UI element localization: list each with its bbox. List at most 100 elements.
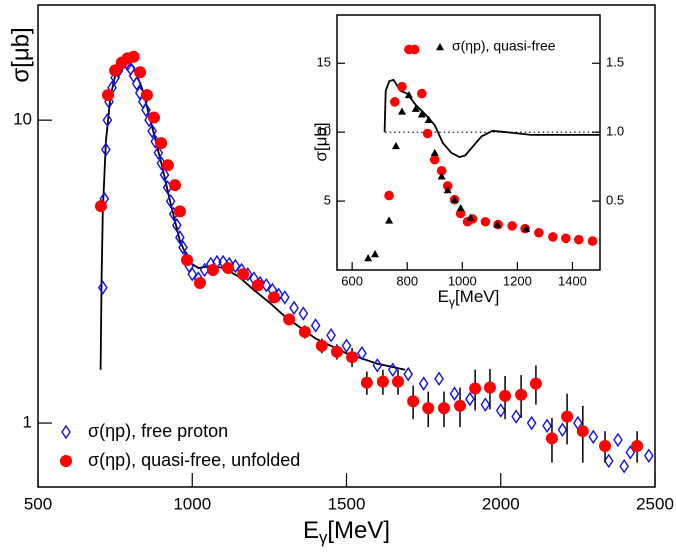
data-point (140, 89, 153, 102)
data-point (261, 278, 272, 293)
data-point (424, 115, 433, 123)
data-point (542, 418, 552, 433)
data-point (587, 236, 598, 246)
data-point (599, 439, 612, 452)
data-point (511, 409, 522, 424)
data-point (360, 376, 373, 389)
data-point (390, 97, 400, 107)
data-point (434, 371, 444, 387)
data-point (557, 422, 568, 438)
data-point (147, 111, 160, 124)
y-axis-label: σ[μb] (311, 122, 330, 161)
data-point (417, 88, 427, 99)
data-point (384, 190, 394, 201)
data-point (529, 377, 542, 390)
data-point (499, 389, 512, 402)
x-tick-label: 1000 (173, 494, 211, 513)
data-point (298, 325, 311, 338)
x-tick-label: 500 (24, 494, 52, 513)
data-point (534, 227, 544, 238)
data-point (588, 429, 599, 445)
data-point (187, 266, 198, 282)
data-point (404, 90, 413, 99)
data-point (418, 376, 429, 391)
legend-marker (61, 424, 71, 440)
data-point (310, 318, 321, 333)
data-point (268, 291, 281, 304)
legend-label: σ(ηp), quasi-free, unfolded (88, 450, 300, 470)
data-point (450, 195, 459, 203)
x-label-sub: γ (449, 295, 455, 309)
data-point (442, 181, 453, 191)
data-point (371, 250, 380, 258)
y2-tick-label: 0.5 (606, 193, 624, 208)
y-tick-label: 15 (317, 55, 331, 70)
data-point (437, 172, 446, 180)
data-point (326, 327, 336, 343)
data-point (409, 44, 420, 55)
data-point (613, 432, 623, 448)
x-label-unit: [MeV] (455, 287, 499, 306)
data-point (175, 230, 185, 245)
x-tick-label: 1200 (503, 273, 532, 288)
data-point (480, 397, 491, 412)
data-point (545, 432, 558, 445)
data-point (127, 50, 140, 63)
data-point (515, 388, 528, 401)
data-point (466, 213, 475, 221)
y-tick-label: 1 (23, 413, 32, 432)
data-point (422, 402, 435, 415)
data-point (165, 193, 176, 209)
data-point (102, 112, 113, 128)
legend-marker (60, 455, 72, 467)
data-point (364, 254, 373, 262)
data-point (147, 123, 157, 139)
data-point (315, 339, 328, 352)
data-point (153, 145, 164, 161)
x-label-base: E (438, 287, 449, 306)
data-point (429, 154, 440, 165)
data-point (159, 167, 170, 183)
data-point (619, 459, 629, 474)
data-point (443, 186, 452, 194)
data-point (161, 159, 174, 172)
data-point (199, 262, 210, 278)
data-point (397, 107, 406, 115)
data-point (206, 264, 219, 277)
x-tick-label: 1000 (448, 273, 477, 288)
data-point (346, 351, 359, 364)
data-point (454, 399, 467, 412)
data-point (289, 300, 299, 316)
y-tick-label: 10 (317, 124, 331, 139)
data-point (417, 110, 426, 118)
x-tick-label: 1400 (558, 273, 587, 288)
data-point (102, 89, 115, 102)
data-point (465, 391, 475, 407)
data-point (469, 382, 482, 395)
data-point (134, 85, 145, 101)
data-point (251, 279, 264, 292)
data-point (411, 104, 420, 112)
x-label-base: E (303, 517, 319, 544)
y2-tick-label: 1.5 (606, 55, 624, 70)
data-point (480, 216, 491, 227)
data-point (155, 137, 168, 150)
data-point (483, 381, 496, 394)
data-point (94, 200, 107, 213)
data-point (407, 395, 420, 408)
data-point (101, 142, 111, 157)
data-point (403, 366, 414, 382)
data-point (141, 102, 151, 118)
data-point (561, 410, 574, 423)
data-point (495, 403, 506, 418)
data-point (385, 216, 394, 224)
data-point (168, 179, 181, 192)
data-point (643, 448, 654, 463)
data-point (376, 375, 389, 388)
data-point (561, 233, 571, 244)
data-point (573, 234, 584, 245)
x-axis-label: Eγ[MeV] (438, 287, 500, 309)
x-tick-label: 1500 (328, 494, 366, 513)
data-point (173, 205, 186, 218)
